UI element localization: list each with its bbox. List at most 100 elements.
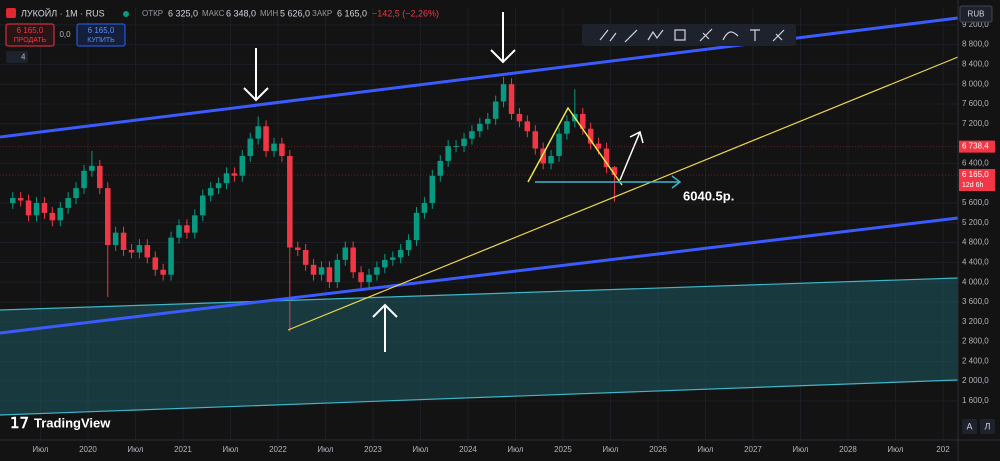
indicators-toggle[interactable] — [6, 51, 28, 63]
candle-body — [144, 245, 151, 258]
tool-icon[interactable] — [699, 28, 713, 42]
ohlc-label: ЗАКР — [312, 9, 332, 18]
channel-line — [0, 216, 959, 335]
y-tick-label: 2 000,0 — [962, 376, 989, 385]
candle-body — [342, 247, 349, 260]
y-tick-label: 8 400,0 — [962, 60, 989, 69]
tool-icon[interactable] — [750, 29, 760, 41]
auto-scale: A — [966, 421, 972, 431]
tool-icon[interactable] — [624, 29, 638, 43]
candle-body — [595, 143, 602, 149]
price-label-box — [959, 169, 995, 192]
candle-body — [41, 202, 48, 213]
change: −142,5 (−2,26%) — [372, 8, 439, 18]
y-tick-label: 9 200,0 — [962, 20, 989, 29]
x-tick-label: 2021 — [174, 445, 192, 454]
logo: TradingView — [34, 415, 111, 430]
sell-button[interactable] — [5, 23, 55, 47]
y-tick-label: 4 800,0 — [962, 238, 989, 247]
candle-body — [271, 143, 277, 152]
forecast-arrow — [619, 131, 641, 181]
ohlc-value: 6 165,0 — [337, 8, 367, 18]
x-tick-label: Июл — [222, 445, 239, 454]
candle-body — [318, 267, 325, 275]
ohlc-value: 6 348,0 — [226, 8, 256, 18]
candle-body — [136, 245, 143, 253]
candle-body — [247, 138, 254, 156]
y-tick-label: 1 600,0 — [962, 396, 989, 405]
tool-icon[interactable] — [599, 29, 617, 42]
candle-body — [33, 202, 40, 216]
buy-label: КУПИТЬ — [87, 37, 115, 44]
candle-body — [548, 155, 554, 164]
y-tick-label: 3 600,0 — [962, 297, 989, 306]
symbol-icon — [6, 8, 16, 18]
candle-body — [223, 173, 230, 184]
candle-body — [279, 143, 285, 156]
candle-body — [587, 128, 594, 144]
tool-icon[interactable] — [722, 31, 739, 41]
annotation: 6040.5р. — [683, 188, 734, 203]
x-tick-label: 2027 — [744, 445, 762, 454]
candle-body — [405, 240, 412, 250]
x-tick-label: 2020 — [79, 445, 97, 454]
candle-body — [350, 247, 356, 273]
x-tick-label: 2025 — [554, 445, 572, 454]
sell-label: ПРОДАТЬ — [14, 37, 47, 44]
arrow-head — [243, 87, 269, 102]
x-tick-label: Июл — [697, 445, 714, 454]
sell-price: 6 165,0 — [17, 26, 44, 35]
candle-body — [532, 131, 539, 149]
y-tick-label: 8 800,0 — [962, 40, 989, 49]
tool-icon[interactable] — [772, 29, 785, 42]
candle-body — [524, 121, 531, 132]
arrow-head — [671, 175, 682, 189]
zigzag — [527, 106, 623, 186]
candle-body — [421, 202, 428, 213]
x-tick-label: Июл — [412, 445, 429, 454]
candle-body — [461, 138, 467, 147]
currency-box[interactable] — [959, 5, 993, 23]
buy-button[interactable] — [76, 23, 126, 47]
ohlc-label: МАКС — [202, 9, 225, 18]
indicators-count: 4 — [21, 53, 26, 62]
candle-body — [469, 131, 475, 139]
y-tick-label: 4 000,0 — [962, 277, 989, 286]
candle-body — [413, 212, 420, 241]
candle-body — [105, 188, 111, 246]
currency: RUB — [968, 10, 985, 19]
axes: 1 600,0 2 000,0 2 400,0 2 800,0 3 200,0 3 600… — [0, 20, 995, 454]
log-scale-button[interactable] — [980, 419, 995, 434]
candle-body — [437, 160, 444, 176]
candle-body — [57, 207, 64, 221]
ohlc-value: 6 325,0 — [168, 8, 198, 18]
candle-body — [287, 155, 293, 248]
candle-body — [17, 198, 24, 201]
x-tick-label: 2028 — [839, 445, 857, 454]
y-tick-label: 7 200,0 — [962, 119, 989, 128]
teal-line — [0, 379, 959, 416]
y-tick-label: 8 000,0 — [962, 79, 989, 88]
auto-scale-button[interactable] — [962, 419, 977, 434]
price-label: 6 165,0 — [962, 170, 989, 179]
status-dot — [123, 11, 129, 17]
x-tick-label: 2023 — [364, 445, 382, 454]
teal-line — [0, 277, 959, 311]
x-tick-label: Июл — [32, 445, 49, 454]
candle-body — [429, 175, 436, 203]
tool-icon[interactable] — [674, 29, 686, 41]
ohlc-value: 5 626,0 — [280, 8, 310, 18]
candle-body — [580, 113, 586, 129]
candle-body — [255, 126, 261, 139]
x-tick-label: Июл — [127, 445, 144, 454]
arrow-head — [490, 49, 516, 64]
tool-icon[interactable] — [647, 29, 664, 41]
x-tick-label: 2022 — [269, 445, 287, 454]
x-tick-label: Июл — [792, 445, 809, 454]
y-tick-label: 7 600,0 — [962, 99, 989, 108]
candle-body — [89, 165, 95, 171]
price-label: 6 738,4 — [962, 142, 989, 151]
y-tick-label: 5 600,0 — [962, 198, 989, 207]
candle-body — [200, 195, 206, 216]
candle-body — [128, 249, 135, 253]
